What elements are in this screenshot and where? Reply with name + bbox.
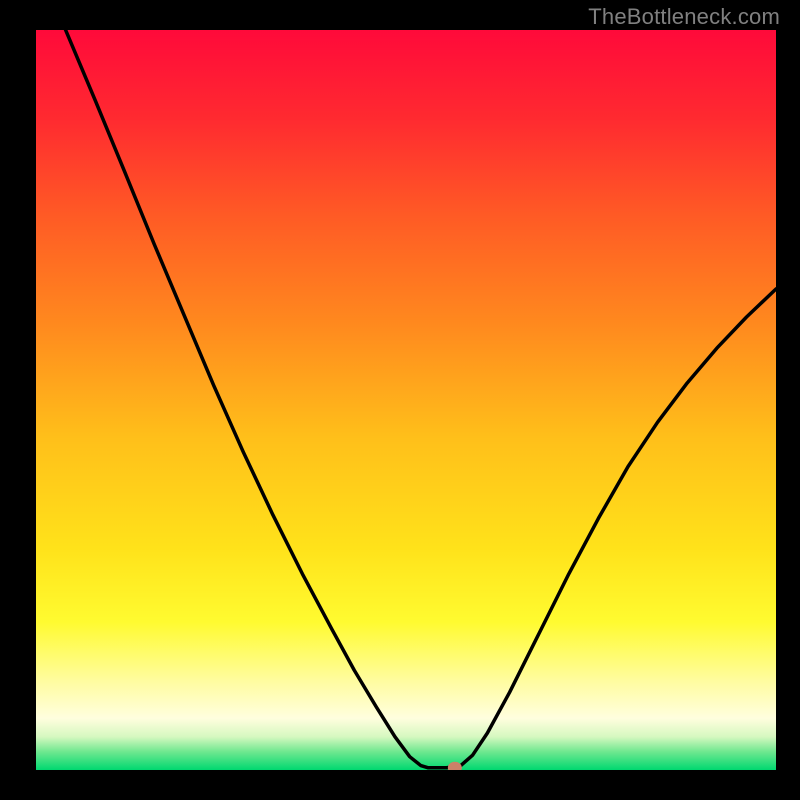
gradient-bg [36,30,776,770]
bottleneck-chart [36,30,776,770]
watermark-text: TheBottleneck.com [588,4,780,30]
outer-frame: TheBottleneck.com [0,0,800,800]
